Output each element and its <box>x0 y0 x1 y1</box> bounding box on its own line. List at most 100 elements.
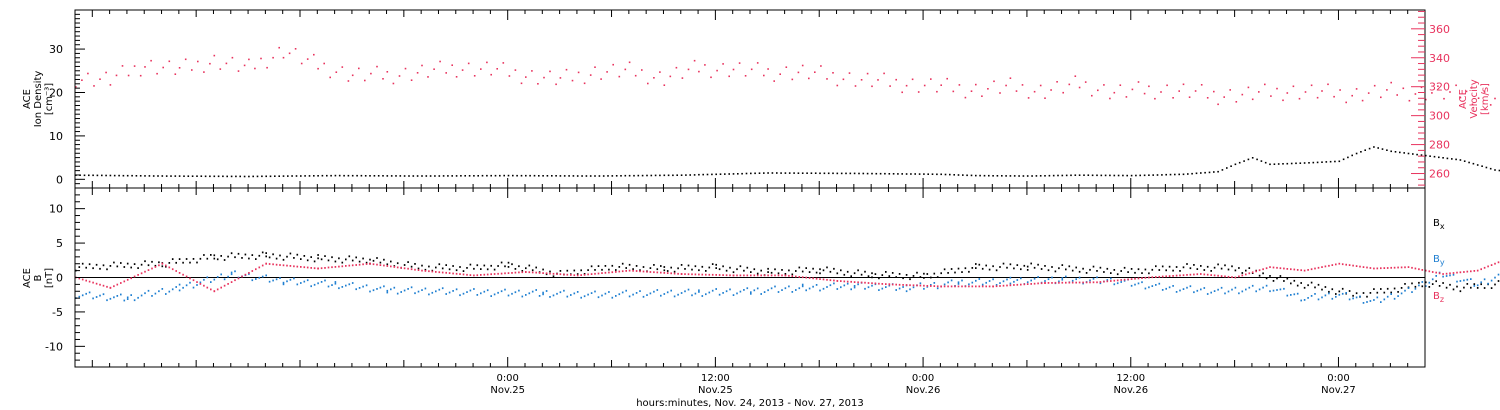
b-z-point <box>1231 276 1233 278</box>
b-y-point <box>296 283 299 286</box>
b-x-point <box>531 269 534 272</box>
b-y-point <box>1110 277 1112 280</box>
b-x-point <box>514 268 517 270</box>
b-x-point <box>462 270 465 272</box>
velocity-point <box>433 68 435 70</box>
density-point <box>1117 174 1120 177</box>
b-z-point <box>213 290 216 293</box>
b-z-point <box>403 267 406 270</box>
density-point <box>585 175 588 177</box>
velocity-point <box>266 66 268 69</box>
density-point <box>936 173 938 176</box>
velocity-point <box>1327 83 1329 86</box>
density-point <box>152 175 155 177</box>
velocity-point <box>209 62 211 65</box>
x-tick-time-label: 0:00 <box>1327 373 1349 384</box>
b-z-point <box>1452 272 1455 274</box>
density-point <box>1386 149 1388 151</box>
b-z-point <box>1335 263 1337 266</box>
velocity-point <box>854 85 857 87</box>
b-z-point <box>653 271 655 274</box>
velocity-point <box>1380 96 1382 99</box>
b-y-point <box>1189 285 1192 288</box>
velocity-point <box>930 78 932 80</box>
velocity-point <box>1154 97 1156 100</box>
density-point <box>96 174 99 177</box>
b-z-point <box>1276 266 1278 269</box>
b-y-point <box>777 291 780 293</box>
b-z-point <box>1245 273 1247 276</box>
density-point <box>1113 174 1116 177</box>
b-x-point <box>386 263 389 266</box>
b-z-point <box>583 273 586 276</box>
b-x-point <box>1300 282 1302 284</box>
b-y-point <box>1456 280 1458 283</box>
b-x-point <box>175 261 177 264</box>
b-y-point <box>905 290 908 293</box>
velocity-point <box>1021 84 1024 86</box>
b-x-point <box>999 266 1001 268</box>
b-y-point <box>670 289 672 292</box>
b-z-point <box>140 272 143 275</box>
density-point <box>931 173 934 175</box>
legend-label: B <box>1433 254 1440 265</box>
velocity-point <box>1310 84 1313 87</box>
velocity-point <box>1194 90 1197 92</box>
density-point <box>776 172 778 174</box>
density-point <box>503 174 505 177</box>
density-point <box>879 172 882 175</box>
b-z-point <box>708 273 711 276</box>
b-z-point <box>1307 269 1309 271</box>
b-x-point <box>1051 266 1053 268</box>
b-z-point <box>580 274 582 276</box>
velocity-point <box>911 78 914 81</box>
density-point <box>481 174 484 177</box>
b-y-point <box>341 286 344 288</box>
b-z-point <box>438 271 441 274</box>
density-point <box>576 175 579 177</box>
b-z-point <box>933 285 936 287</box>
b-x-point <box>1262 272 1264 275</box>
velocity-point <box>791 78 794 81</box>
b-x-point <box>909 278 911 281</box>
density-point <box>1104 174 1107 177</box>
b-x-point <box>549 270 551 273</box>
density-point <box>1463 160 1466 162</box>
b-x-point <box>255 258 257 260</box>
b-z-point <box>1438 272 1441 275</box>
density-point <box>1489 167 1492 170</box>
b-y-point <box>1383 298 1386 301</box>
density-point <box>343 174 345 177</box>
b-x-point <box>1113 269 1116 271</box>
b-y-point <box>272 279 274 282</box>
b-y-point <box>936 287 939 290</box>
b-z-point <box>874 282 877 285</box>
b-x-point <box>566 269 569 272</box>
b-z-point <box>1016 283 1019 286</box>
velocity-point <box>975 83 977 86</box>
velocity-point <box>115 74 118 77</box>
b-z-point <box>840 280 842 282</box>
velocity-point <box>1015 90 1018 92</box>
b-z-point <box>1123 278 1126 281</box>
b-x-point <box>812 267 814 270</box>
b-y-point <box>462 292 465 295</box>
b-z-point <box>199 283 202 285</box>
b-z-point <box>1089 281 1091 284</box>
density-point <box>988 174 990 177</box>
b-y-point <box>975 279 977 282</box>
b-z-point <box>469 274 472 276</box>
velocity-point <box>248 58 250 61</box>
b-y-point <box>1231 288 1233 291</box>
b-x-point <box>1206 265 1209 268</box>
b-z-point <box>192 279 195 282</box>
b-y-point <box>1116 282 1119 285</box>
velocity-point <box>871 85 873 88</box>
b-y-point <box>1404 289 1406 292</box>
b-z-point <box>857 281 859 284</box>
b-y-point <box>320 281 323 283</box>
b-x-point <box>178 258 181 260</box>
b-y-point <box>840 286 842 289</box>
b-z-point <box>351 264 354 267</box>
b-z-point <box>1497 261 1500 264</box>
